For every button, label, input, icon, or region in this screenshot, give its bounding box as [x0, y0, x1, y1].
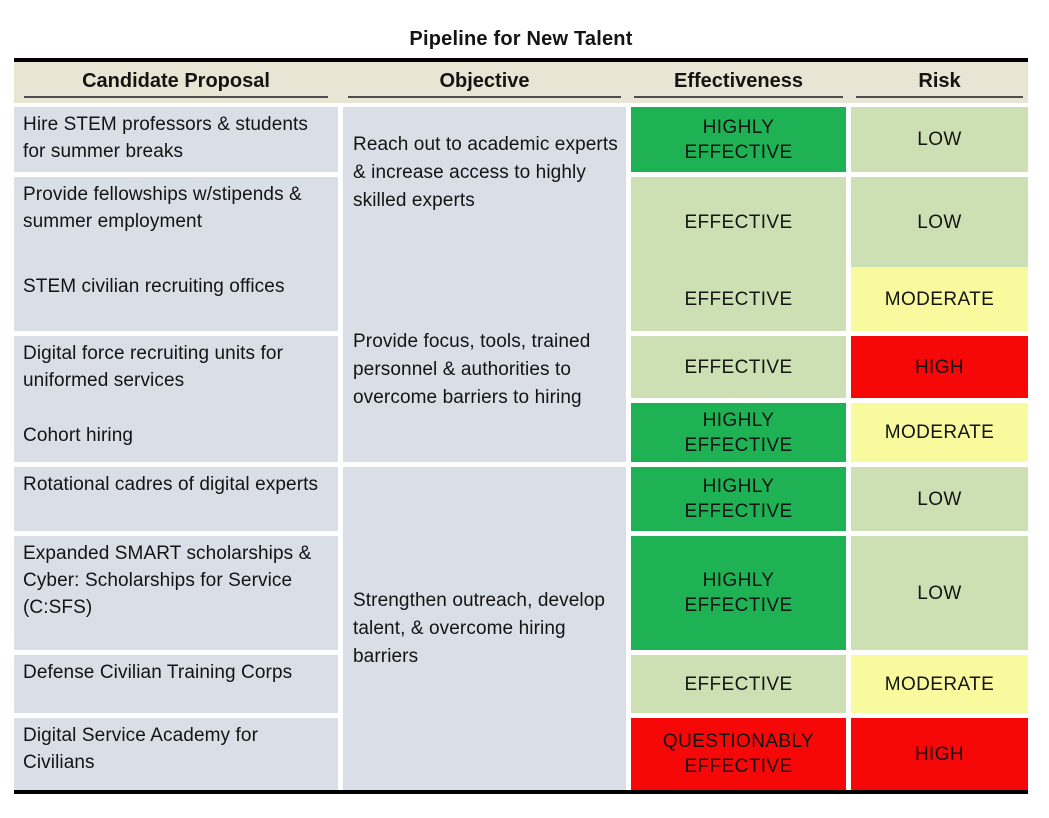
proposal-cell-rows4-5: Digital force recruiting units for unifo… [14, 336, 338, 462]
effectiveness-label: HIGHLY EFFECTIVE [684, 476, 793, 522]
effectiveness-sublabel-row3: EFFECTIVE [631, 267, 846, 331]
effectiveness-label: HIGHLY EFFECTIVE [684, 116, 793, 163]
proposal-text: Provide fellowships w/stipends & summer … [23, 184, 302, 232]
effectiveness-label: HIGHLY EFFECTIVE [684, 570, 793, 616]
header-candidate-proposal: Candidate Proposal [24, 66, 328, 98]
risk-cell-row9: HIGH [851, 718, 1028, 790]
proposal-cell-row6: Rotational cadres of digital experts [14, 467, 338, 531]
page-title: Pipeline for New Talent [409, 28, 633, 50]
effectiveness-label: EFFECTIVE [684, 288, 793, 310]
proposal-cell-row9: Digital Service Academy for Civilians [14, 718, 338, 790]
effectiveness-label: EFFECTIVE [684, 356, 793, 378]
effectiveness-sublabel-row2: EFFECTIVE [631, 177, 846, 267]
risk-label: HIGH [914, 743, 965, 765]
risk-label: LOW [917, 582, 962, 604]
risk-label: HIGH [914, 356, 965, 378]
risk-label: MODERATE [884, 288, 995, 310]
proposal-text: Defense Civilian Training Corps [23, 662, 293, 683]
risk-cell-row6: LOW [851, 467, 1028, 531]
risk-cell-row4: HIGH [851, 336, 1028, 398]
header-risk: Risk [856, 66, 1023, 98]
proposal-text: Cohort hiring [23, 425, 134, 446]
effectiveness-label: QUESTIONABLY EFFECTIVE [662, 731, 815, 777]
risk-label: MODERATE [884, 673, 995, 695]
risk-cell-row3: MODERATE [851, 267, 1028, 331]
effectiveness-cell-row6: HIGHLY EFFECTIVE [631, 467, 846, 531]
risk-label: LOW [917, 488, 962, 510]
effectiveness-label: EFFECTIVE [684, 673, 793, 695]
risk-cell-row8: MODERATE [851, 655, 1028, 713]
proposal-cell-row1: Hire STEM professors & students for summ… [14, 107, 338, 172]
proposal-cell-row8: Defense Civilian Training Corps [14, 655, 338, 713]
objective-cell-rows6-9: Strengthen outreach, develop talent, & o… [343, 467, 626, 790]
risk-label: LOW [917, 211, 962, 233]
proposal-text: STEM civilian recruiting offices [23, 276, 285, 297]
risk-cell-row7: LOW [851, 536, 1028, 650]
table-bottom-border [14, 790, 1028, 794]
proposal-text: Digital force recruiting units for unifo… [23, 343, 284, 391]
effectiveness-cell-row5: HIGHLY EFFECTIVE [631, 403, 846, 462]
effectiveness-cell-row9: QUESTIONABLY EFFECTIVE [631, 718, 846, 790]
risk-label: LOW [917, 129, 962, 150]
proposal-cell-rows2-3: Provide fellowships w/stipends & summer … [14, 177, 338, 331]
risk-cell-row2: LOW [851, 177, 1028, 267]
header-objective: Objective [348, 66, 621, 98]
objective-text: Strengthen outreach, develop talent, & o… [353, 589, 606, 667]
pipeline-table: Candidate Proposal Objective Effectivene… [14, 58, 1028, 794]
objective-cell-rows1-5: Reach out to academic experts & increase… [343, 107, 626, 462]
objective-text: Provide focus, tools, trained personnel … [353, 331, 591, 408]
proposal-text: Digital Service Academy for Civilians [23, 725, 259, 773]
effectiveness-cell-row4: EFFECTIVE [631, 336, 846, 398]
risk-cell-row5: MODERATE [851, 403, 1028, 462]
effectiveness-cell-rows2-3: EFFECTIVE EFFECTIVE [631, 177, 846, 331]
risk-cell-row1: LOW [851, 107, 1028, 172]
proposal-text: Expanded SMART scholarships & Cyber: Sch… [23, 543, 312, 618]
proposal-text: Rotational cadres of digital experts [23, 474, 319, 495]
objective-text: Reach out to academic experts & increase… [353, 134, 618, 211]
header-effectiveness: Effectiveness [634, 66, 843, 98]
effectiveness-cell-row8: EFFECTIVE [631, 655, 846, 713]
effectiveness-cell-row1: HIGHLY EFFECTIVE [631, 107, 846, 172]
effectiveness-label: EFFECTIVE [684, 211, 793, 233]
effectiveness-label: HIGHLY EFFECTIVE [684, 409, 793, 456]
proposal-cell-row7: Expanded SMART scholarships & Cyber: Sch… [14, 536, 338, 650]
effectiveness-cell-row7: HIGHLY EFFECTIVE [631, 536, 846, 650]
proposal-text: Hire STEM professors & students for summ… [23, 114, 309, 162]
table-top-border [14, 58, 1028, 62]
risk-label: MODERATE [884, 422, 995, 443]
